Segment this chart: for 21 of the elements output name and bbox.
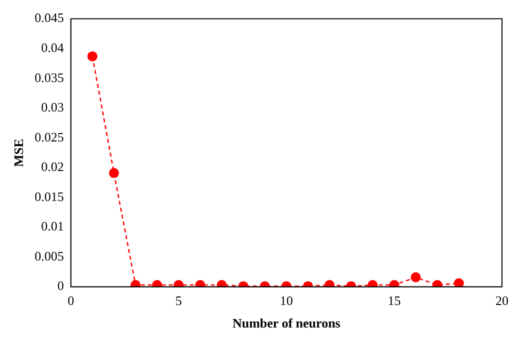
y-tick-label: 0.04 [41, 40, 64, 55]
y-tick-label: 0.03 [41, 100, 64, 115]
x-tick-label: 20 [496, 293, 508, 308]
x-tick-label: 10 [280, 293, 293, 308]
x-tick-label: 0 [68, 293, 74, 308]
y-tick-label: 0.01 [41, 218, 64, 234]
y-tick-label: 0 [57, 278, 64, 294]
y-tick-label: 0.025 [34, 129, 64, 144]
y-tick-label: 0.045 [34, 10, 64, 26]
x-axis-title: Number of neurons [232, 316, 340, 331]
x-tick-label: 5 [175, 293, 182, 308]
point [108, 168, 119, 178]
y-tick-label: 0.005 [34, 248, 64, 264]
point [87, 51, 98, 62]
y-tick-label: 0.015 [34, 188, 64, 204]
y-axis-title: MSE [11, 138, 26, 167]
point [454, 278, 464, 287]
point [410, 272, 421, 282]
x-tick-label: 15 [388, 293, 401, 308]
y-tick-label: 0.035 [34, 70, 64, 85]
y-tick-label: 0.02 [41, 159, 64, 174]
